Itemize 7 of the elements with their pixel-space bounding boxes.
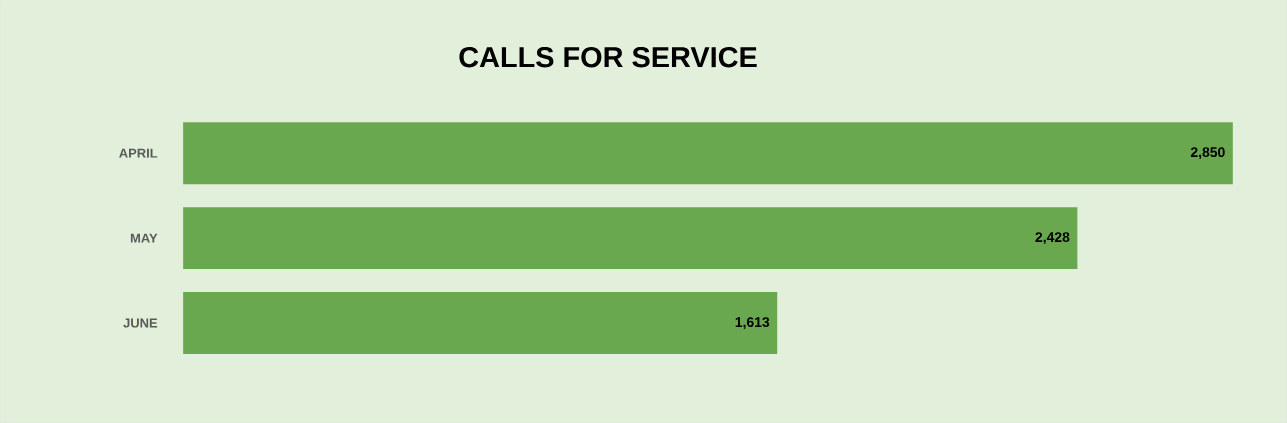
data-label: 1,613 [735,317,770,329]
chart-title: CALLS FOR SERVICE [459,46,757,68]
y-tick-label: JUNE [123,318,158,328]
data-label: 2,428 [1035,232,1070,244]
y-tick-label: MAY [130,233,158,243]
data-label: 2,850 [1190,147,1225,159]
y-tick-label: APRIL [119,148,158,158]
